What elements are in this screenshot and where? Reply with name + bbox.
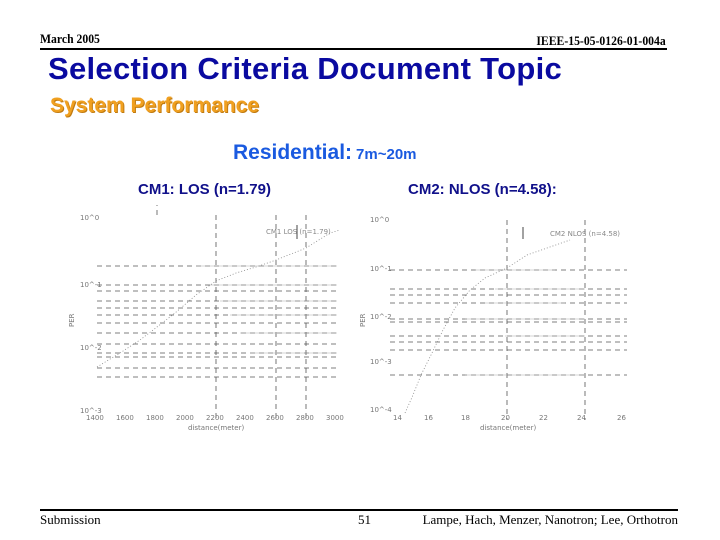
chart1-xtick: 2800 bbox=[296, 414, 314, 422]
chart1-xtick: 3000 bbox=[326, 414, 344, 422]
chart2-xtick: 16 bbox=[424, 414, 433, 422]
section-heading: Residential: 7m~20m bbox=[233, 141, 417, 165]
header-date: March 2005 bbox=[40, 31, 100, 46]
chart1-xlabel: distance(meter) bbox=[188, 424, 244, 432]
chart2-heading: CM2: NLOS (n=4.58): bbox=[408, 181, 557, 198]
chart2-xtick: 24 bbox=[577, 414, 586, 422]
chart1-per-vs-distance: CM1 LOS (n=1.79) 10^0 10^-1 10^-2 10^-3 … bbox=[60, 205, 350, 435]
section-range: 7m~20m bbox=[356, 146, 417, 163]
chart2-ytick: 10^-3 bbox=[370, 358, 392, 366]
slide-title: Selection Criteria Document Topic bbox=[48, 51, 563, 86]
slide-subtitle: System Performance bbox=[50, 94, 259, 117]
chart1-grid bbox=[97, 205, 337, 420]
header-divider bbox=[40, 48, 667, 50]
footer-authors: Lampe, Hach, Menzer, Nanotron; Lee, Orth… bbox=[422, 512, 678, 527]
chart1-xtick: 2200 bbox=[206, 414, 224, 422]
chart1-xtick: 2400 bbox=[236, 414, 254, 422]
footer-divider bbox=[40, 509, 678, 511]
chart1-ylabel: PER bbox=[68, 313, 76, 327]
chart2-curve bbox=[404, 239, 571, 414]
chart2-xtick: 14 bbox=[393, 414, 402, 422]
chart2-xtick: 22 bbox=[539, 414, 548, 422]
chart2-legend: CM2 NLOS (n=4.58) bbox=[550, 230, 620, 238]
chart2-ytick: 10^0 bbox=[370, 216, 389, 224]
chart1-ytick: 10^-2 bbox=[80, 344, 102, 352]
chart1-curve bbox=[96, 229, 341, 368]
chart2-xtick: 26 bbox=[617, 414, 626, 422]
chart1-ytick: 10^-1 bbox=[80, 281, 102, 289]
chart1-xtick: 2600 bbox=[266, 414, 284, 422]
chart1-legend: CM1 LOS (n=1.79) bbox=[266, 228, 331, 236]
chart1-xtick: 1800 bbox=[146, 414, 164, 422]
chart1-xtick: 1600 bbox=[116, 414, 134, 422]
chart2-ytick: 10^-1 bbox=[370, 265, 392, 273]
footer-submission: Submission bbox=[40, 512, 101, 527]
chart2-ylabel: PER bbox=[359, 313, 367, 327]
chart2-xtick: 18 bbox=[461, 414, 470, 422]
chart2-xtick: 20 bbox=[501, 414, 510, 422]
chart2-xlabel: distance(meter) bbox=[480, 424, 536, 432]
chart1-ytick: 10^0 bbox=[80, 214, 99, 222]
chart1-xtick: 1400 bbox=[86, 414, 104, 422]
chart2-per-vs-distance: CM2 NLOS (n=4.58) 10^0 10^-1 10^-2 10^-3… bbox=[355, 205, 645, 435]
chart1-ytick: 10^-3 bbox=[80, 407, 102, 415]
chart1-xtick: 2000 bbox=[176, 414, 194, 422]
page-number: 51 bbox=[358, 512, 371, 527]
chart2-grid bbox=[390, 220, 627, 420]
header-doc-id: IEEE-15-05-0126-01-004a bbox=[536, 33, 666, 48]
chart1-heading: CM1: LOS (n=1.79) bbox=[138, 181, 271, 198]
chart2-ytick: 10^-2 bbox=[370, 313, 392, 321]
section-label: Residential: bbox=[233, 141, 353, 164]
chart2-ytick: 10^-4 bbox=[370, 406, 392, 414]
